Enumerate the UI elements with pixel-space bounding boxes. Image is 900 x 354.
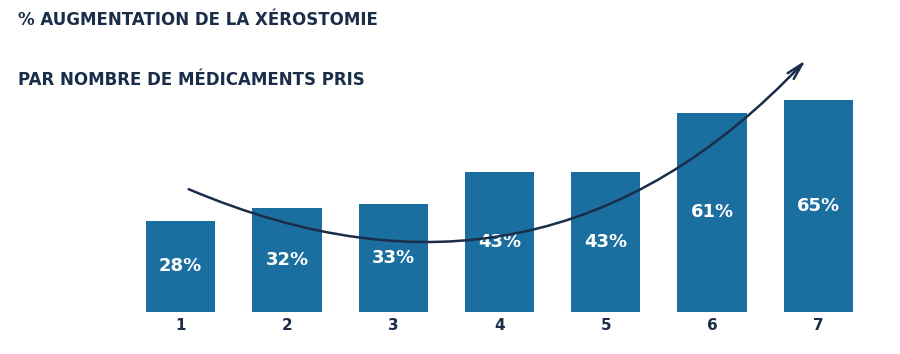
Text: 43%: 43% bbox=[584, 233, 627, 251]
Text: 28%: 28% bbox=[159, 257, 202, 275]
Bar bbox=[678, 113, 746, 312]
Text: % AUGMENTATION DE LA XÉROSTOMIE: % AUGMENTATION DE LA XÉROSTOMIE bbox=[18, 11, 378, 29]
Text: 65%: 65% bbox=[796, 197, 840, 215]
Bar bbox=[359, 204, 428, 312]
Bar bbox=[146, 221, 215, 312]
Bar bbox=[253, 207, 321, 312]
Text: 43%: 43% bbox=[478, 233, 521, 251]
Bar bbox=[465, 172, 534, 312]
Text: 61%: 61% bbox=[690, 204, 734, 222]
Text: 33%: 33% bbox=[372, 249, 415, 267]
Bar bbox=[784, 101, 853, 312]
Bar bbox=[572, 172, 640, 312]
Text: PAR NOMBRE DE MÉDICAMENTS PRIS: PAR NOMBRE DE MÉDICAMENTS PRIS bbox=[18, 71, 364, 89]
Text: 32%: 32% bbox=[266, 251, 309, 269]
